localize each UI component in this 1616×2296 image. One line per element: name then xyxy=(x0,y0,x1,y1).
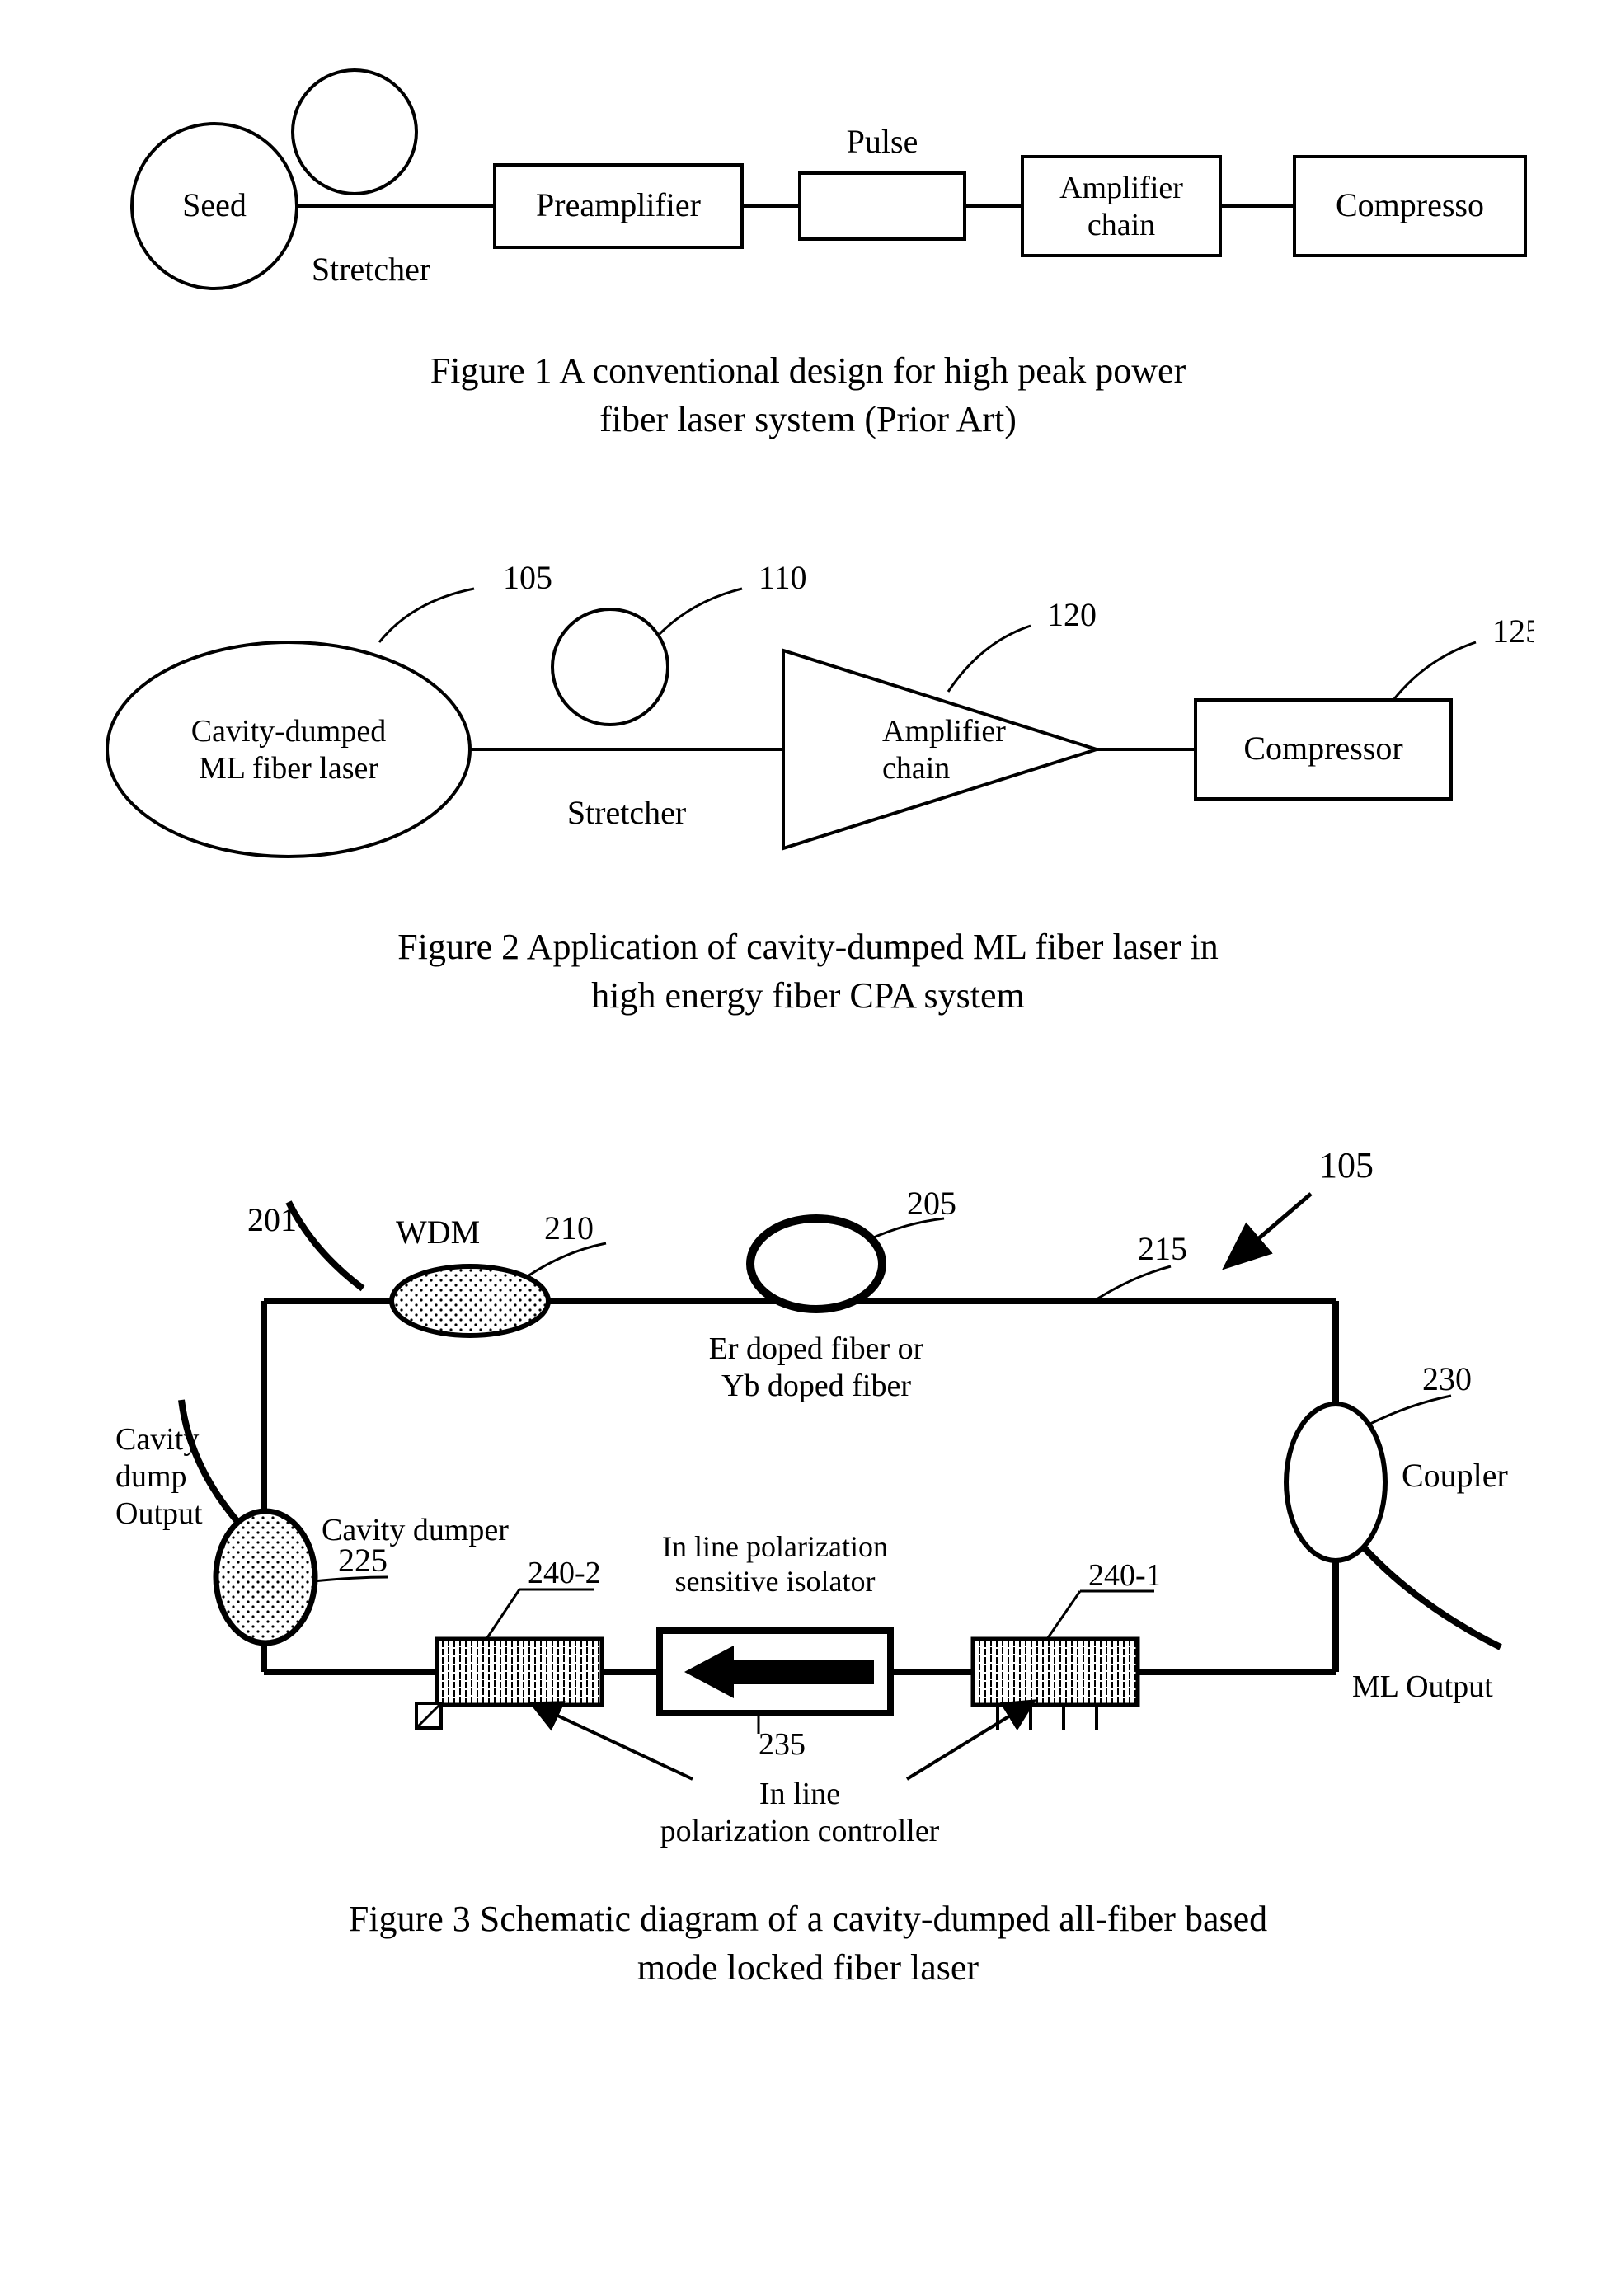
leader-210 xyxy=(528,1243,606,1276)
doped-l2: Yb doped fiber xyxy=(721,1369,911,1403)
cavity-ellipse xyxy=(107,642,470,857)
wdm-ellipse xyxy=(392,1266,548,1336)
figure-3: 105 201 WDM 210 205 Er doped fiber or Yb… xyxy=(82,1120,1534,1993)
ref-105-f3: 105 xyxy=(1319,1145,1374,1186)
pulse-label: Pulse xyxy=(847,123,918,160)
amp-triangle xyxy=(783,650,1097,848)
compressor2-label: Compressor xyxy=(1243,730,1402,767)
isolator-l2: sensitive isolator xyxy=(675,1565,876,1598)
ref-210: 210 xyxy=(544,1209,594,1247)
wdm-label: WDM xyxy=(396,1214,480,1251)
seed-label: Seed xyxy=(182,186,247,223)
ref-215: 215 xyxy=(1138,1230,1187,1267)
ref-125: 125 xyxy=(1492,613,1534,650)
doped-loop xyxy=(750,1218,882,1309)
ref-105: 105 xyxy=(503,559,552,596)
stretcher2-label: Stretcher xyxy=(567,794,686,831)
pc-arrow-right xyxy=(907,1713,1014,1779)
cavity-out-l2: dump xyxy=(115,1459,187,1494)
cavity-out-l1: Cavity xyxy=(115,1422,199,1457)
figure-3-caption: Figure 3 Schematic diagram of a cavity-d… xyxy=(82,1895,1534,1993)
figure-1-svg: Seed Stretcher Preamplifier Pulse Amplif… xyxy=(82,66,1534,313)
ref-110: 110 xyxy=(759,559,807,596)
leader-110 xyxy=(660,589,742,634)
pc-arrow-left xyxy=(552,1713,693,1779)
ampchain-l2: chain xyxy=(1088,208,1155,242)
ml-output-fiber xyxy=(1365,1548,1501,1647)
leader-240-2 xyxy=(486,1589,519,1639)
stretcher-label: Stretcher xyxy=(312,251,430,288)
ml-output-label: ML Output xyxy=(1352,1669,1493,1704)
isolator-l1: In line polarization xyxy=(662,1530,888,1563)
stretcher-circle xyxy=(293,70,416,194)
arrow-105 xyxy=(1253,1194,1311,1243)
amp-l2: chain xyxy=(882,751,950,786)
cavity-dumper-ellipse xyxy=(216,1511,315,1643)
fig3-cap-l2: mode locked fiber laser xyxy=(82,1943,1534,1992)
leader-230 xyxy=(1369,1396,1451,1425)
ref-205: 205 xyxy=(907,1185,956,1222)
leader-240-1 xyxy=(1047,1591,1080,1639)
ref-240-2: 240-2 xyxy=(528,1556,601,1590)
leader-125 xyxy=(1393,642,1476,700)
pulse-box xyxy=(800,173,965,239)
ref-120: 120 xyxy=(1047,596,1097,633)
fig2-cap-l2: high energy fiber CPA system xyxy=(82,971,1534,1020)
doped-l1: Er doped fiber or xyxy=(709,1331,924,1366)
fig1-cap-l1: Figure 1 A conventional design for high … xyxy=(82,346,1534,395)
pc-l2: polarization controller xyxy=(660,1814,940,1848)
pc-240-2 xyxy=(437,1639,602,1705)
fig1-cap-l2: fiber laser system (Prior Art) xyxy=(82,395,1534,444)
pc-l1: In line xyxy=(759,1777,840,1811)
ref-230: 230 xyxy=(1422,1360,1472,1397)
coupler-label: Coupler xyxy=(1402,1457,1508,1494)
figure-2: Cavity-dumped ML fiber laser 105 Stretch… xyxy=(82,543,1534,1021)
figure-1-caption: Figure 1 A conventional design for high … xyxy=(82,346,1534,444)
ref-240-1: 240-1 xyxy=(1088,1558,1162,1593)
amp-l1: Amplifier xyxy=(882,714,1006,749)
pc-240-1 xyxy=(973,1639,1138,1705)
fig3-cap-l1: Figure 3 Schematic diagram of a cavity-d… xyxy=(82,1895,1534,1943)
leader-120 xyxy=(948,626,1031,692)
preamp-label: Preamplifier xyxy=(536,186,701,223)
ref-201: 201 xyxy=(247,1201,297,1238)
ref-235: 235 xyxy=(759,1727,806,1762)
coupler-ellipse xyxy=(1286,1404,1385,1561)
fig2-cap-l1: Figure 2 Application of cavity-dumped ML… xyxy=(82,923,1534,971)
cavity-l1: Cavity-dumped xyxy=(191,714,386,749)
figure-2-svg: Cavity-dumped ML fiber laser 105 Stretch… xyxy=(82,543,1534,890)
leader-105 xyxy=(379,589,474,642)
figure-3-svg: 105 201 WDM 210 205 Er doped fiber or Yb… xyxy=(82,1120,1534,1862)
figure-2-caption: Figure 2 Application of cavity-dumped ML… xyxy=(82,923,1534,1021)
stretcher2-circle xyxy=(552,609,668,725)
pump-fiber xyxy=(289,1202,363,1289)
compressor-label: Compresso xyxy=(1336,186,1484,223)
ref-225: 225 xyxy=(338,1542,388,1579)
figure-1: Seed Stretcher Preamplifier Pulse Amplif… xyxy=(82,66,1534,444)
cavity-out-l3: Output xyxy=(115,1496,203,1531)
leader-215 xyxy=(1097,1266,1171,1299)
ampchain-l1: Amplifier xyxy=(1059,171,1183,205)
cavity-l2: ML fiber laser xyxy=(199,751,378,786)
